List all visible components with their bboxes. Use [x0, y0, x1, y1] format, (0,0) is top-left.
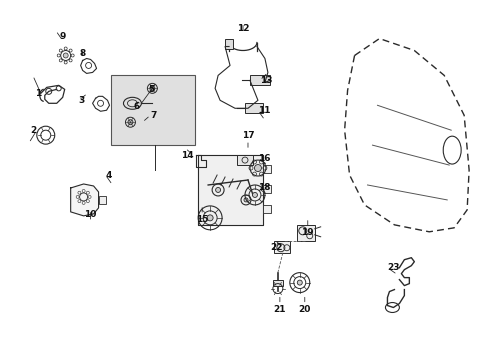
- Circle shape: [244, 198, 247, 202]
- Text: 17: 17: [241, 131, 254, 140]
- Circle shape: [149, 86, 155, 91]
- Circle shape: [252, 193, 257, 197]
- Polygon shape: [198, 155, 263, 225]
- Text: 19: 19: [301, 228, 313, 237]
- Text: 10: 10: [84, 210, 97, 219]
- Circle shape: [297, 280, 302, 285]
- Text: 14: 14: [180, 150, 193, 159]
- Text: 11: 11: [258, 106, 270, 115]
- Bar: [224, 39, 233, 49]
- Polygon shape: [71, 184, 99, 216]
- Bar: [244, 103, 263, 113]
- Text: 3: 3: [79, 96, 85, 105]
- Text: 16: 16: [258, 154, 270, 163]
- Bar: [273, 241, 289, 253]
- Text: 7: 7: [150, 111, 157, 120]
- Bar: [249, 75, 269, 85]
- Text: 8: 8: [80, 49, 85, 58]
- Text: 13: 13: [260, 76, 272, 85]
- Text: 22: 22: [270, 243, 282, 252]
- Circle shape: [215, 188, 220, 193]
- Bar: [263, 165, 270, 173]
- Bar: [99, 196, 105, 204]
- Text: 5: 5: [148, 85, 154, 94]
- Text: 20: 20: [298, 305, 310, 314]
- Text: 9: 9: [60, 32, 66, 41]
- Circle shape: [128, 120, 133, 125]
- Circle shape: [207, 215, 213, 221]
- Bar: [237, 155, 252, 165]
- Circle shape: [254, 165, 261, 171]
- Circle shape: [63, 53, 68, 58]
- Bar: [296, 225, 314, 241]
- Bar: [272, 280, 282, 285]
- Bar: [110, 75, 195, 145]
- Text: 2: 2: [30, 126, 37, 135]
- Text: 23: 23: [386, 263, 399, 272]
- Text: 15: 15: [196, 215, 208, 224]
- Bar: [263, 185, 270, 193]
- Text: 1: 1: [35, 89, 41, 98]
- Text: 12: 12: [236, 23, 249, 32]
- Text: 18: 18: [258, 184, 270, 193]
- Text: 6: 6: [133, 102, 140, 111]
- Bar: [263, 205, 270, 213]
- Text: 21: 21: [273, 305, 285, 314]
- Text: 4: 4: [105, 171, 112, 180]
